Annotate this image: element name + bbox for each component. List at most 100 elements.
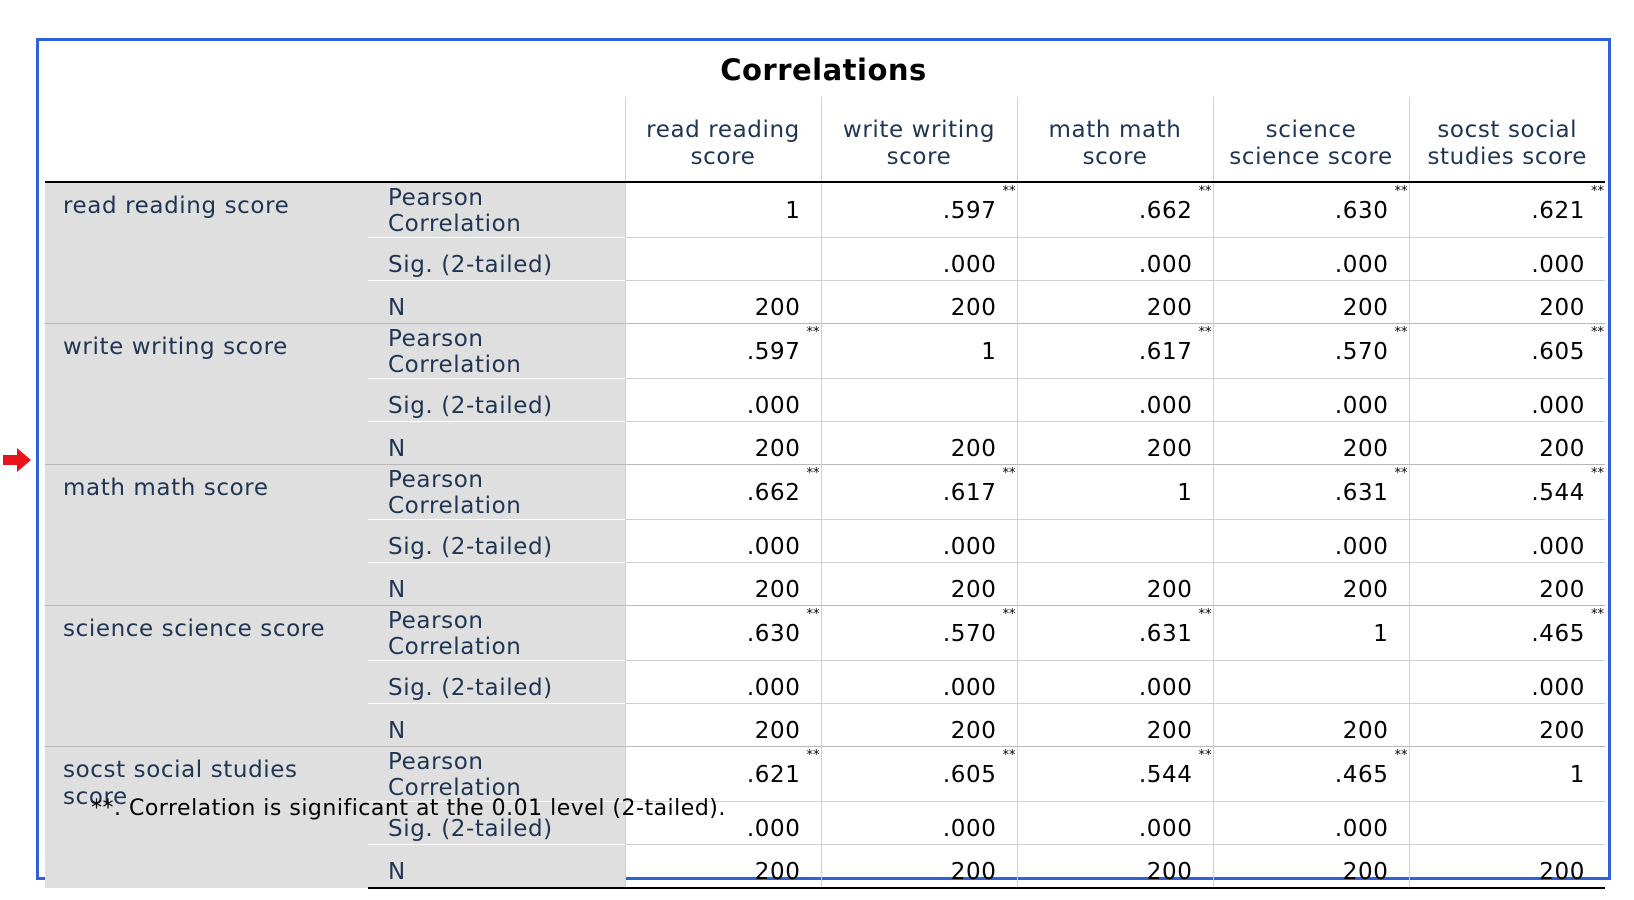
table-cell: 200: [624, 703, 821, 747]
row-variable-label: socst social studies score: [45, 746, 368, 888]
cell-value: .000: [1531, 675, 1585, 701]
cell-value-text: 200: [754, 577, 801, 603]
significance-flag: **: [1198, 607, 1212, 622]
statistic-label: Sig. (2-tailed): [368, 378, 625, 422]
cell-value: .465 **: [1531, 607, 1604, 647]
statistic-label: Pearson Correlation: [368, 746, 625, 802]
cell-value-text: .621: [1531, 198, 1585, 224]
cell-value: .000: [1139, 252, 1193, 278]
table-cell: 1: [1016, 464, 1213, 520]
cell-value: 200: [1343, 859, 1389, 885]
table-cell: 1: [1408, 746, 1605, 802]
significance-flag: **: [806, 748, 820, 763]
cell-value-text: .000: [1334, 816, 1389, 842]
cell-value: 200: [755, 718, 801, 744]
cell-value-text: 200: [1146, 859, 1193, 885]
table-cell: .000: [1212, 237, 1409, 281]
significance-flag: **: [1002, 748, 1016, 763]
cell-value-text: 200: [1539, 436, 1585, 462]
cell-value-text: 200: [1342, 295, 1389, 321]
cell-value-text: .617: [942, 480, 997, 506]
cell-value-text: 200: [950, 718, 997, 744]
cell-value-text: 200: [1342, 436, 1389, 462]
table-cell: 200: [1016, 280, 1213, 324]
table-cell: 200: [1408, 280, 1605, 324]
cell-value-text: .662: [1138, 198, 1193, 224]
table-cell: .000: [1016, 660, 1213, 704]
table-cell: .597 **: [624, 323, 821, 379]
table-cell: [820, 378, 1017, 422]
table-row: write writing score Pearson Correlation .5…: [45, 323, 1605, 465]
cell-value-text: .631: [1138, 621, 1193, 647]
cell-value: .465 **: [1335, 748, 1408, 788]
table-row: read reading score Pearson Correlation 1 .5…: [45, 182, 1605, 324]
cell-value: 200: [1539, 718, 1585, 744]
cell-value: .570 **: [1335, 325, 1408, 365]
table-cell: 200: [1016, 421, 1213, 465]
cell-value: .630 **: [747, 607, 820, 647]
cell-value-text: .000: [1531, 393, 1585, 419]
cell-value: .000: [1335, 252, 1389, 278]
cell-value: .605 **: [943, 748, 1016, 788]
table-cell: .000: [820, 519, 1017, 563]
statistic-label: Sig. (2-tailed): [368, 660, 625, 704]
table-cell: .544 **: [1408, 464, 1605, 520]
table-cell: .000: [1212, 801, 1409, 845]
table-cell: .000: [820, 237, 1017, 281]
cell-value: .000: [1531, 393, 1585, 419]
cell-value-text: 1: [981, 339, 997, 365]
cell-value-text: 200: [754, 436, 801, 462]
significance-flag: **: [1591, 184, 1604, 199]
cell-value: 200: [951, 859, 997, 885]
cell-value-text: 200: [1342, 859, 1389, 885]
significance-flag: **: [1198, 325, 1212, 340]
cell-value-text: 200: [754, 859, 801, 885]
table-cell: 200: [1408, 844, 1605, 889]
cell-value-text: 200: [1539, 859, 1585, 885]
table-title: Correlations: [720, 53, 927, 87]
cell-value-text: .544: [1138, 762, 1193, 788]
table-cell: .630 **: [1212, 182, 1409, 238]
cell-value: .000: [747, 675, 801, 701]
correlations-output-frame: Correlations read reading score write wr…: [36, 38, 1611, 889]
cell-value: 200: [1147, 577, 1193, 603]
table-row: N 200 200 200 200 200: [45, 421, 1605, 465]
row-variable-label: science science score: [45, 605, 368, 747]
cell-value-text: 200: [1146, 577, 1193, 603]
table-cell: 200: [1408, 703, 1605, 747]
cell-value-text: 200: [1146, 436, 1193, 462]
table-cell: 200: [1212, 562, 1409, 606]
cell-value: .000: [1139, 675, 1193, 701]
table-cell: 200: [820, 280, 1017, 324]
cell-value: .544 **: [1531, 466, 1604, 506]
cell-value: .000: [943, 252, 997, 278]
cell-value-text: .630: [1334, 198, 1389, 224]
row-variable-label: write writing score: [45, 323, 368, 465]
table-row: Sig. (2-tailed) .000 .000 .000 .000: [45, 378, 1605, 422]
table-cell: 200: [820, 703, 1017, 747]
cell-value-text: .000: [1138, 393, 1193, 419]
statistic-label: N: [368, 280, 625, 324]
cell-value-text: .000: [746, 816, 801, 842]
table-cell: .000: [1016, 378, 1213, 422]
statistic-label: N: [368, 844, 625, 889]
table-cell: [1016, 519, 1213, 563]
row-variable-label: math math score: [45, 464, 368, 606]
statistic-label: Pearson Correlation: [368, 605, 625, 661]
table-cell: .000: [1212, 378, 1409, 422]
statistic-label: Pearson Correlation: [368, 464, 625, 520]
statistic-label: N: [368, 421, 625, 465]
cell-value-text: 200: [1539, 577, 1585, 603]
row-variable-label: read reading score: [45, 182, 368, 324]
cell-value-text: .000: [1334, 534, 1389, 560]
cell-value: .000: [1335, 816, 1389, 842]
table-cell: [1408, 801, 1605, 845]
cell-value: .570 **: [943, 607, 1016, 647]
cell-value-text: 1: [1177, 480, 1193, 506]
table-cell: 200: [820, 844, 1017, 889]
cell-value: .662 **: [747, 466, 820, 506]
cell-value-text: 200: [1539, 718, 1585, 744]
table-row: Sig. (2-tailed) .000 .000 .000 .000: [45, 801, 1605, 845]
cell-value-text: .617: [1138, 339, 1193, 365]
cell-value: .000: [1335, 393, 1389, 419]
